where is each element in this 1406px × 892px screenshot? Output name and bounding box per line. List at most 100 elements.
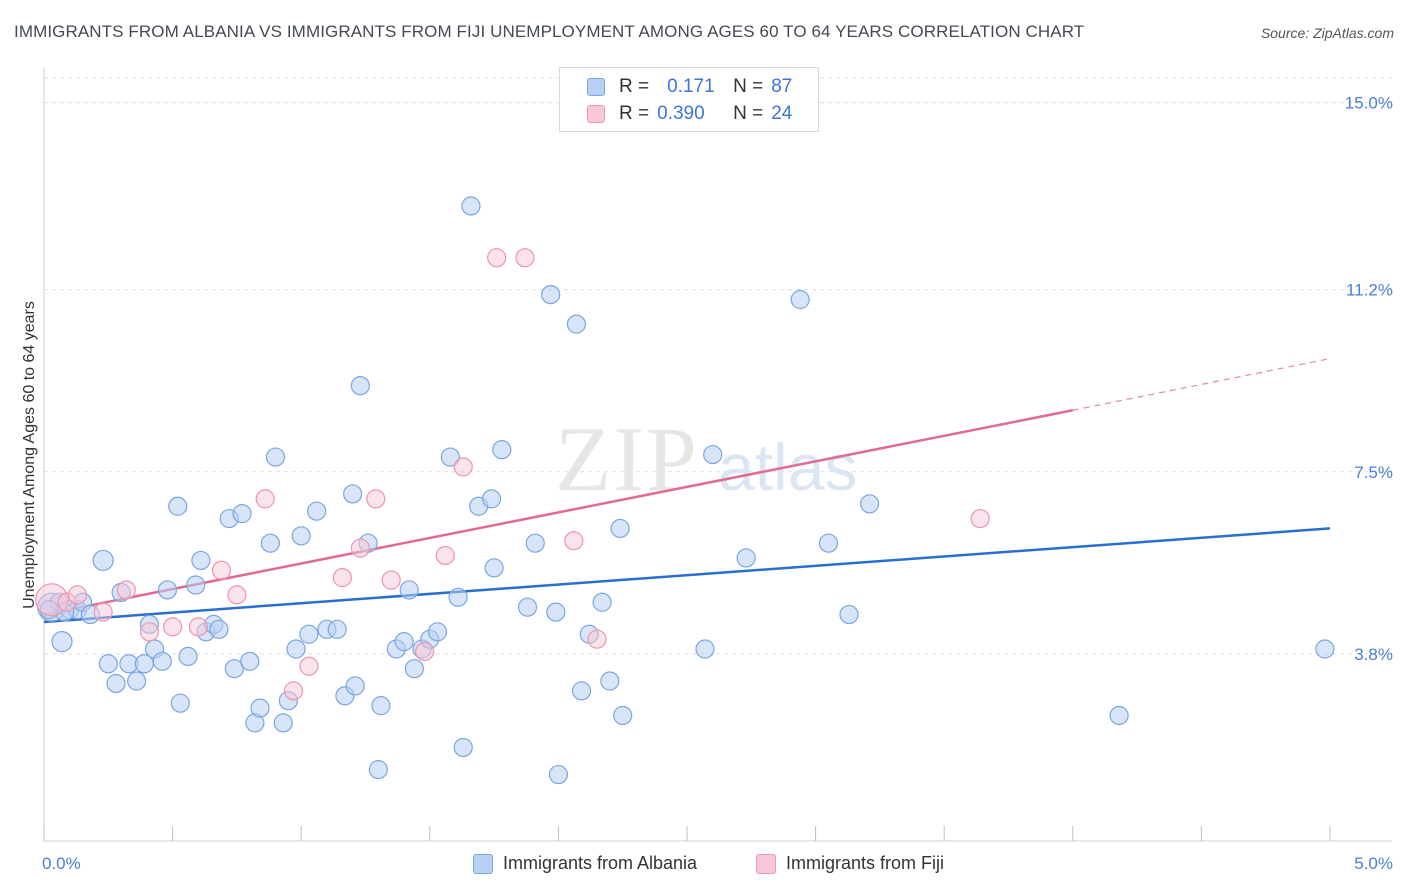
point-fiji: [970, 508, 990, 529]
point-albania: [541, 284, 561, 305]
watermark: ZIP atlas: [555, 408, 857, 510]
point-albania: [350, 376, 370, 396]
point-albania: [481, 489, 502, 509]
point-albania: [492, 440, 512, 460]
point-fiji: [587, 629, 607, 649]
point-albania: [695, 639, 715, 659]
y-tick-label: 15.0%: [1345, 94, 1393, 113]
trend-lines: [43, 357, 1331, 624]
point-fiji: [515, 248, 535, 268]
point-albania: [291, 526, 311, 546]
point-albania: [600, 671, 620, 691]
trend-line-fiji-extension: [1072, 357, 1331, 411]
point-albania: [152, 651, 172, 671]
point-fiji: [67, 585, 88, 605]
point-fiji: [487, 248, 507, 268]
point-fiji: [283, 681, 304, 701]
x-tick-label: 5.0%: [1354, 854, 1393, 873]
point-fiji: [435, 545, 455, 566]
point-albania: [517, 597, 538, 617]
legend-swatch-albania: [587, 78, 605, 96]
point-fiji: [564, 531, 584, 551]
point-albania: [260, 533, 280, 553]
point-albania: [368, 760, 388, 780]
point-albania: [240, 651, 260, 671]
point-albania: [157, 580, 178, 600]
point-albania: [399, 580, 419, 600]
y-tick-label: 11.2%: [1346, 281, 1393, 300]
point-fiji: [116, 580, 136, 600]
legend-n-label: N =: [733, 103, 764, 124]
point-albania: [818, 533, 839, 553]
point-albania: [790, 289, 810, 310]
point-albania: [404, 659, 424, 679]
point-fiji: [332, 568, 352, 588]
point-albania: [345, 676, 365, 696]
point-albania: [273, 713, 293, 733]
point-albania: [98, 654, 118, 674]
legend: R = 0.171 N = 87 R = 0.390 N = 24: [559, 67, 819, 132]
legend-n-value: 24: [771, 103, 793, 124]
source-label: Source: ZipAtlas.com: [1260, 25, 1394, 41]
legend-r-value: 0.171: [667, 76, 715, 97]
point-fiji: [163, 617, 183, 637]
point-albania: [168, 496, 188, 516]
point-albania: [170, 693, 190, 713]
point-albania: [186, 575, 206, 595]
point-fiji: [415, 641, 435, 662]
point-fiji: [255, 489, 275, 509]
point-albania: [92, 549, 114, 572]
point-albania: [307, 501, 327, 521]
legend-row-albania: R = 0.171 N = 87: [587, 75, 792, 99]
legend-r-label: R =: [619, 76, 650, 97]
point-fiji: [139, 622, 160, 642]
point-albania: [371, 696, 391, 716]
x-tick-label: 0.0%: [42, 854, 81, 873]
point-albania: [566, 314, 587, 334]
point-albania: [860, 494, 880, 514]
point-fiji: [299, 656, 319, 676]
point-albania: [736, 548, 756, 568]
point-albania: [1109, 705, 1129, 726]
bottom-legend-fiji: Immigrants from Fiji: [756, 853, 944, 874]
point-fiji: [227, 585, 247, 605]
legend-r-label: R =: [619, 103, 650, 124]
point-fiji: [93, 602, 113, 622]
point-albania: [286, 639, 306, 659]
chart-title: IMMIGRANTS FROM ALBANIA VS IMMIGRANTS FR…: [14, 22, 1085, 41]
trend-line-fiji: [43, 409, 1074, 616]
point-fiji: [453, 457, 473, 477]
point-fiji: [366, 489, 386, 509]
point-albania: [209, 619, 229, 639]
point-albania: [250, 698, 270, 718]
point-fiji: [188, 617, 208, 637]
bottom-legend-swatch-fiji: [756, 853, 776, 874]
bottom-legend-swatch-albania: [473, 853, 493, 874]
point-albania: [327, 619, 347, 639]
point-albania: [613, 705, 633, 726]
point-fiji: [211, 560, 232, 580]
legend-swatch-fiji: [587, 105, 605, 123]
point-albania: [427, 622, 448, 642]
trend-line-albania: [43, 527, 1331, 624]
point-albania: [1315, 639, 1335, 659]
point-fiji: [381, 570, 401, 590]
data-points: [35, 196, 1335, 785]
point-albania: [440, 447, 460, 467]
point-albania: [299, 624, 319, 644]
point-albania: [191, 550, 211, 571]
point-albania: [461, 196, 481, 216]
point-albania: [592, 592, 612, 612]
point-albania: [839, 604, 859, 625]
point-albania: [51, 631, 73, 653]
point-albania: [546, 602, 566, 622]
point-albania: [548, 764, 569, 785]
point-albania: [448, 587, 468, 607]
legend-row-fiji: R = 0.390 N = 24: [587, 102, 792, 126]
axes: [43, 68, 1392, 842]
point-albania: [126, 671, 147, 691]
point-albania: [343, 484, 363, 504]
point-albania: [394, 632, 414, 652]
legend-n-label: N =: [733, 76, 764, 97]
